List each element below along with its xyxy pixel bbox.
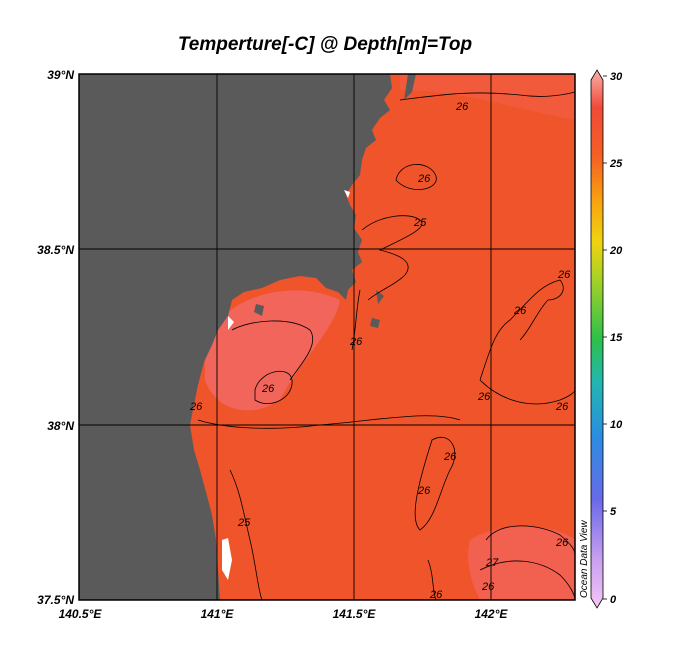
colorbar-bar [590,69,604,609]
contour-label: 26 [189,401,203,413]
lat-tick-label: 39°N [47,68,74,82]
contour-label: 26 [455,101,469,113]
lat-tick-label: 38°N [47,419,74,433]
colorbar-tick-label: 25 [609,158,623,170]
graticule [79,74,575,600]
lat-tick-label: 37.5°N [37,593,74,607]
contour-label: 26 [555,401,569,413]
island [344,190,350,198]
lat-tick-label: 38.5°N [37,243,74,257]
contour-label: 26 [513,305,527,317]
island [254,304,264,316]
land [79,74,392,600]
map-frame [78,73,576,601]
contour-label: 25 [413,217,427,229]
island [376,290,384,304]
warm-patch [400,74,575,120]
contour-label: 26 [417,485,431,497]
colorbar-tick-label: 0 [610,594,617,606]
contour-label: 26 [261,383,275,395]
colorbar-tick-label: 15 [610,332,623,344]
colorbar: 30 25 20 15 10 5 0 [590,69,623,609]
lon-tick-label: 140.5°E [59,607,103,621]
colorbar-tick-label: 10 [610,419,623,431]
contour-lines [197,91,575,600]
contour-label: 27 [485,557,499,569]
map-title: Temperture[-C] @ Depth[m]=Top [177,34,473,55]
lon-tick-label: 141°E [201,607,235,621]
warm-patch [205,290,340,411]
island [228,316,234,330]
contour-label: 26 [477,391,491,403]
watermark: Ocean Data View [579,520,590,598]
lat-axis: 39°N 38.5°N 38°N 37.5°N [37,68,74,607]
contour-label: 26 [349,336,363,348]
island [370,318,380,328]
colorbar-tick-label: 30 [610,71,623,83]
map-area: 26 26 25 26 26 26 26 26 26 26 25 26 26 2… [79,74,575,601]
colorbar-tick-label: 20 [609,245,623,257]
lon-axis: 140.5°E 141°E 141.5°E 142°E [59,607,509,621]
lon-tick-label: 141.5°E [333,607,377,621]
contour-labels: 26 26 25 26 26 26 26 26 26 26 25 26 26 2… [189,101,571,601]
island [222,538,232,580]
contour-label: 26 [481,581,495,593]
colorbar-tick-label: 5 [610,506,617,518]
contour-label: 26 [557,269,571,281]
contour-label: 26 [443,451,457,463]
warm-patch [468,526,575,600]
lon-tick-label: 142°E [475,607,509,621]
island [404,74,416,100]
contour-label: 25 [237,517,251,529]
contour-label: 26 [429,589,443,601]
contour-label: 26 [417,173,431,185]
contour-label: 26 [555,537,569,549]
